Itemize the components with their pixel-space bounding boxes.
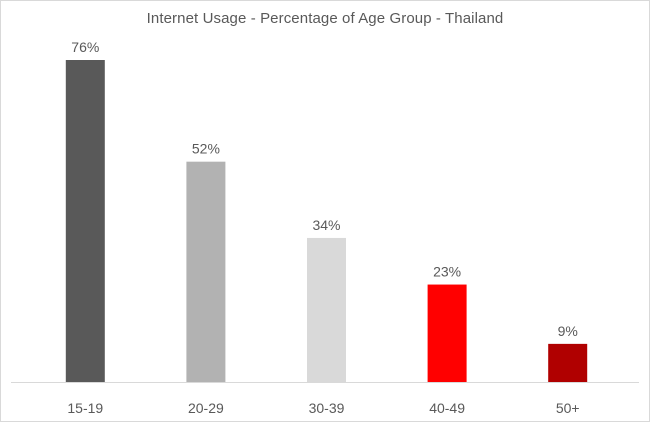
bars-group [65,60,588,382]
bar-50+ [548,343,588,382]
x-tick-label-15-19: 15-19 [67,400,103,416]
data-label-40-49: 23% [433,264,461,280]
x-tick-label-50+: 50+ [556,400,580,416]
x-tick-labels-group: 15-19 20-29 30-39 40-49 50+ [67,400,579,416]
data-label-20-29: 52% [192,141,220,157]
x-tick-label-30-39: 30-39 [309,400,345,416]
data-label-30-39: 34% [312,217,340,233]
x-tick-label-20-29: 20-29 [188,400,224,416]
data-labels-group: 76% 52% 34% 23% 9% [71,39,578,339]
x-tick-label-40-49: 40-49 [429,400,465,416]
data-label-15-19: 76% [71,39,99,55]
bar-20-29 [186,161,226,382]
bar-15-19 [65,60,105,382]
bar-30-39 [307,237,346,382]
bar-40-49 [427,284,467,382]
chart-title: Internet Usage - Percentage of Age Group… [146,10,504,27]
data-label-50+: 9% [558,323,578,339]
